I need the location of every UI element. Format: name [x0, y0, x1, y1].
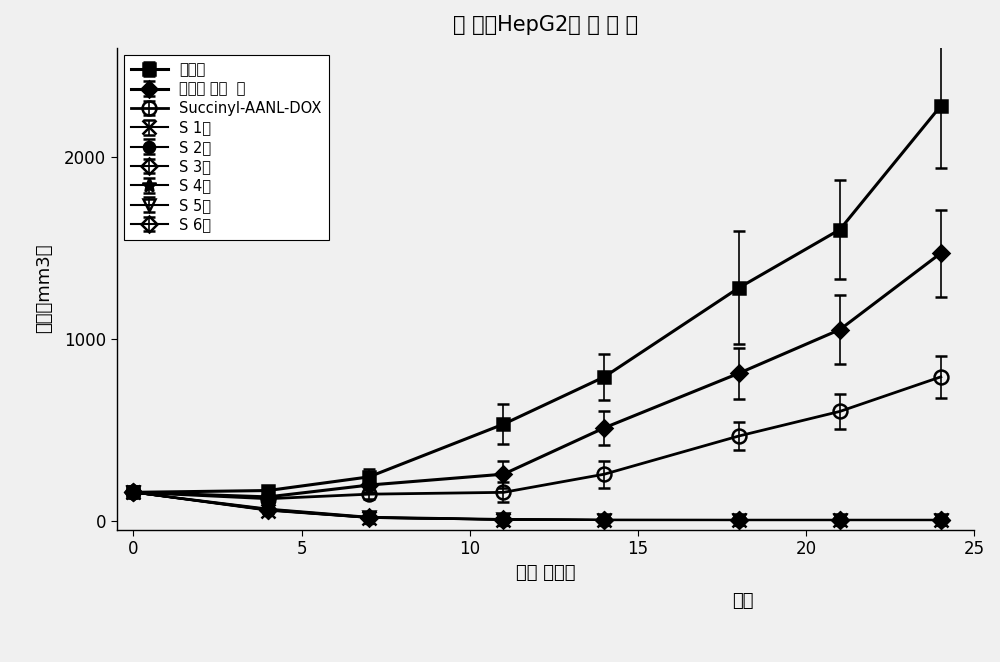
Y-axis label: 体积（mm3）: 体积（mm3）	[35, 244, 53, 334]
Title: 人 肝癌HepG2肿 瘤 模 型: 人 肝癌HepG2肿 瘤 模 型	[453, 15, 638, 35]
Legend: 对照组, 阿霞素 治疗  组, Succinyl-AANL-DOX, S 1组, S 2组, S 3组, S 4组, S 5组, S 6组: 对照组, 阿霞素 治疗 组, Succinyl-AANL-DOX, S 1组, …	[124, 55, 329, 240]
X-axis label: 开始 后天数: 开始 后天数	[516, 563, 575, 582]
Text: 停药: 停药	[732, 592, 754, 610]
